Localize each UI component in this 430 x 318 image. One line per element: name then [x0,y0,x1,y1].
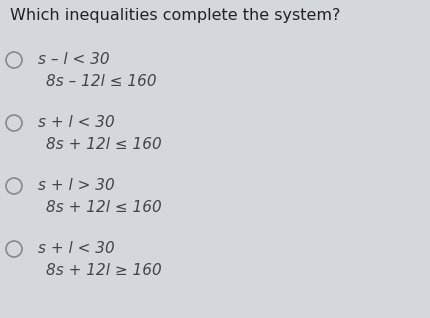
Text: 8s – 12l ≤ 160: 8s – 12l ≤ 160 [46,74,157,89]
Text: 8s + 12l ≤ 160: 8s + 12l ≤ 160 [46,137,162,152]
Text: s + l > 30: s + l > 30 [38,178,115,193]
Text: 8s + 12l ≤ 160: 8s + 12l ≤ 160 [46,200,162,215]
Text: Which inequalities complete the system?: Which inequalities complete the system? [10,8,341,23]
Text: s + l < 30: s + l < 30 [38,241,115,256]
Text: 8s + 12l ≥ 160: 8s + 12l ≥ 160 [46,263,162,278]
Text: s – l < 30: s – l < 30 [38,52,110,67]
Text: s + l < 30: s + l < 30 [38,115,115,130]
